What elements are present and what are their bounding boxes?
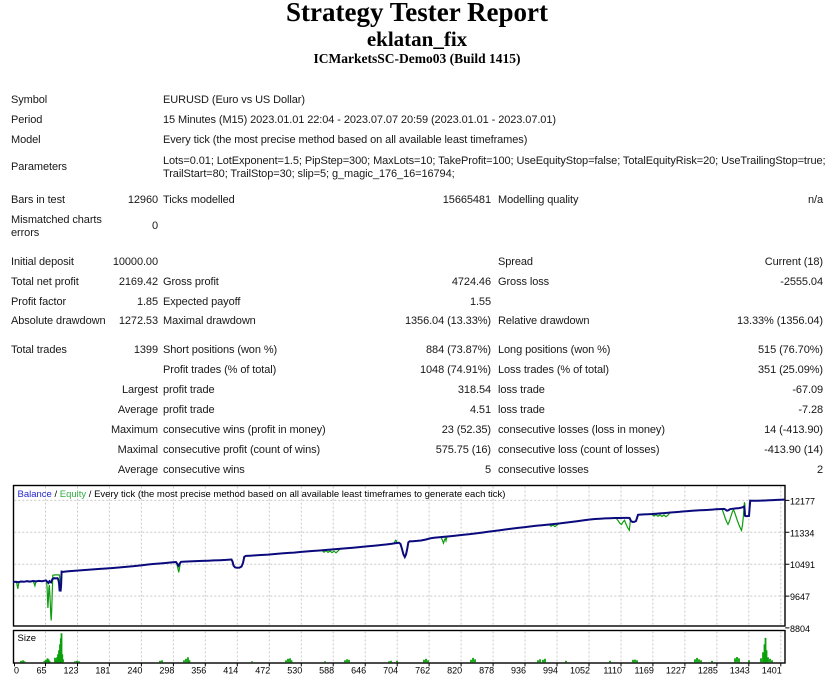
svg-text:878: 878: [479, 666, 494, 676]
svg-text:936: 936: [511, 666, 526, 676]
svg-text:10491: 10491: [790, 560, 815, 570]
svg-text:588: 588: [319, 666, 334, 676]
svg-text:0: 0: [14, 666, 19, 676]
svg-text:123: 123: [63, 666, 78, 676]
svg-text:65: 65: [36, 666, 46, 676]
svg-text:240: 240: [127, 666, 142, 676]
svg-text:181: 181: [95, 666, 110, 676]
svg-text:704: 704: [383, 666, 398, 676]
svg-text:1343: 1343: [730, 666, 750, 676]
svg-text:298: 298: [159, 666, 174, 676]
svg-text:11334: 11334: [790, 528, 814, 538]
svg-text:1227: 1227: [666, 666, 686, 676]
svg-text:762: 762: [415, 666, 430, 676]
svg-text:1110: 1110: [603, 666, 622, 676]
svg-text:1169: 1169: [635, 666, 654, 676]
svg-text:1285: 1285: [698, 666, 718, 676]
svg-text:414: 414: [223, 666, 238, 676]
svg-text:530: 530: [287, 666, 302, 676]
svg-text:472: 472: [255, 666, 270, 676]
svg-text:Size: Size: [18, 633, 36, 644]
svg-text:356: 356: [191, 666, 206, 676]
svg-text:646: 646: [351, 666, 366, 676]
svg-text:820: 820: [447, 666, 462, 676]
svg-text:Balance / Equity / Every tick: Balance / Equity / Every tick (the most …: [18, 489, 506, 500]
svg-text:1401: 1401: [762, 666, 782, 676]
svg-text:994: 994: [543, 666, 558, 676]
svg-text:9647: 9647: [790, 592, 810, 602]
svg-text:8804: 8804: [790, 624, 810, 634]
svg-text:1052: 1052: [570, 666, 590, 676]
svg-text:12177: 12177: [790, 496, 815, 506]
